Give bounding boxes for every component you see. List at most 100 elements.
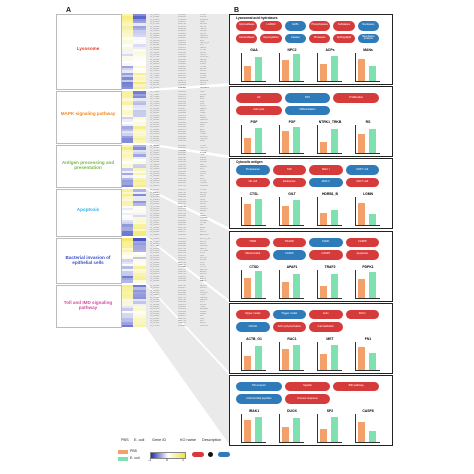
heat-cell-pbs [120,322,133,325]
chart-group-label: NTRK1_TRKB [318,120,342,125]
heatmap-row [120,245,146,248]
pathway-node: Proliferation [333,93,379,103]
heat-cell-pbs [120,271,133,274]
heat-cell-pbs [120,301,133,304]
heat-cell-ecoli [133,284,146,288]
heatmap-row [120,200,146,204]
heat-cell-pbs [120,165,133,169]
heat-cell-ecoli [133,67,146,71]
heat-cell-ecoli [133,91,146,94]
heat-cell-pbs [120,252,133,255]
bar-ecoli [330,55,339,82]
heatmap-row [120,308,146,311]
pathway-node: NK cell [236,177,270,188]
heat-cell-ecoli [133,81,146,85]
bar-pbs [357,58,366,82]
pathway-panel-antigen: Cytosolic antigen Proteasome TAP MHC I CD8 T… [229,158,393,230]
bar-ecoli [330,416,339,442]
heat-cell-ecoli [133,320,146,323]
pathway-node: Nucleases [357,21,379,31]
heat-cell-pbs [120,231,133,234]
heat-cell-ecoli [133,224,146,227]
heat-cell-pbs [120,28,133,31]
pathway-label-lysosome: Lysosome [76,45,100,51]
heatmap-row [120,119,146,122]
heat-cell-pbs [120,173,133,176]
heatmap-row [120,301,146,304]
heat-cell-pbs [120,81,133,85]
bar-ecoli [368,352,377,370]
heat-cell-pbs [120,170,133,174]
heat-cell-ecoli [133,177,146,181]
pathway-node: CASP9 [272,250,306,260]
heatmap-row [120,226,146,230]
heat-cell-ecoli [133,112,146,115]
chart-group-label: RS [365,120,371,125]
bar-pbs [319,354,328,370]
heat-cell-pbs [120,124,133,127]
heat-cell-pbs [120,240,133,243]
gene-row: G_84701 K12386 SCARB2 [150,87,222,89]
heat-cell-pbs [120,53,133,57]
heat-cell-ecoli [133,252,146,255]
heat-cell-pbs [120,315,133,318]
pathway-node: Immune response [284,394,331,404]
heat-cell-pbs [120,273,133,276]
heat-cell-ecoli [133,240,146,243]
heat-cell-pbs [120,70,133,73]
chart-group-label: APAF1 [286,264,298,269]
gene-id: G_84701 [150,86,160,89]
heat-cell-ecoli [133,278,146,281]
heat-cell-ecoli [133,138,146,141]
heat-cell-pbs [120,91,133,94]
legend-black-dot [208,452,213,457]
heat-cell-pbs [120,23,133,26]
heat-cell-ecoli [133,261,146,264]
heat-cell-ecoli [133,205,146,208]
chart-group-label: PGF [250,120,258,125]
gene-id: G_39041 [150,233,160,236]
pathway-box-antigen [56,144,122,189]
heatmap-row [120,70,146,73]
bar-pbs [357,203,366,226]
heat-cell-ecoli [133,56,146,59]
chart-group-label: FN1 [364,336,372,341]
heatmap-row [120,271,146,274]
heatmap-row [120,296,146,299]
bar-ecoli [368,129,377,154]
heat-cell-pbs [120,280,133,283]
heat-cell-pbs [120,147,133,150]
legend-ecoli-swatch [118,457,128,461]
heat-cell-pbs [120,154,133,157]
heat-cell-ecoli [133,222,146,225]
heat-cell-pbs [120,317,133,320]
heatmap-row [120,298,146,302]
heat-cell-pbs [120,245,133,248]
heat-cell-ecoli [133,79,146,82]
heat-cell-ecoli [133,245,146,248]
chart-group-label: TRAF2 [324,264,336,269]
heatmap-row [120,77,146,80]
heat-cell-ecoli [133,280,146,283]
heat-cell-pbs [120,308,133,311]
heatmap-row [120,14,146,17]
heatmap-row [120,273,146,276]
heat-cell-pbs [120,266,133,269]
legend-max: 1 [182,458,184,462]
heat-cell-pbs [120,121,133,124]
heat-cell-ecoli [133,231,146,234]
heatmap-row [120,231,146,234]
heatmap-row [120,74,146,78]
heatmap-row [120,165,146,169]
heat-cell-pbs [120,249,133,253]
heatmap-row [120,189,146,192]
heatmap-block-toll [120,284,146,328]
bar-ecoli [292,273,301,298]
heat-cell-ecoli [133,28,146,31]
heat-cell-ecoli [133,315,146,318]
bar-pbs [319,64,328,82]
heat-cell-ecoli [133,44,146,47]
heatmap-row [120,81,146,85]
legend-ecoli-label: E. coli [130,456,140,460]
